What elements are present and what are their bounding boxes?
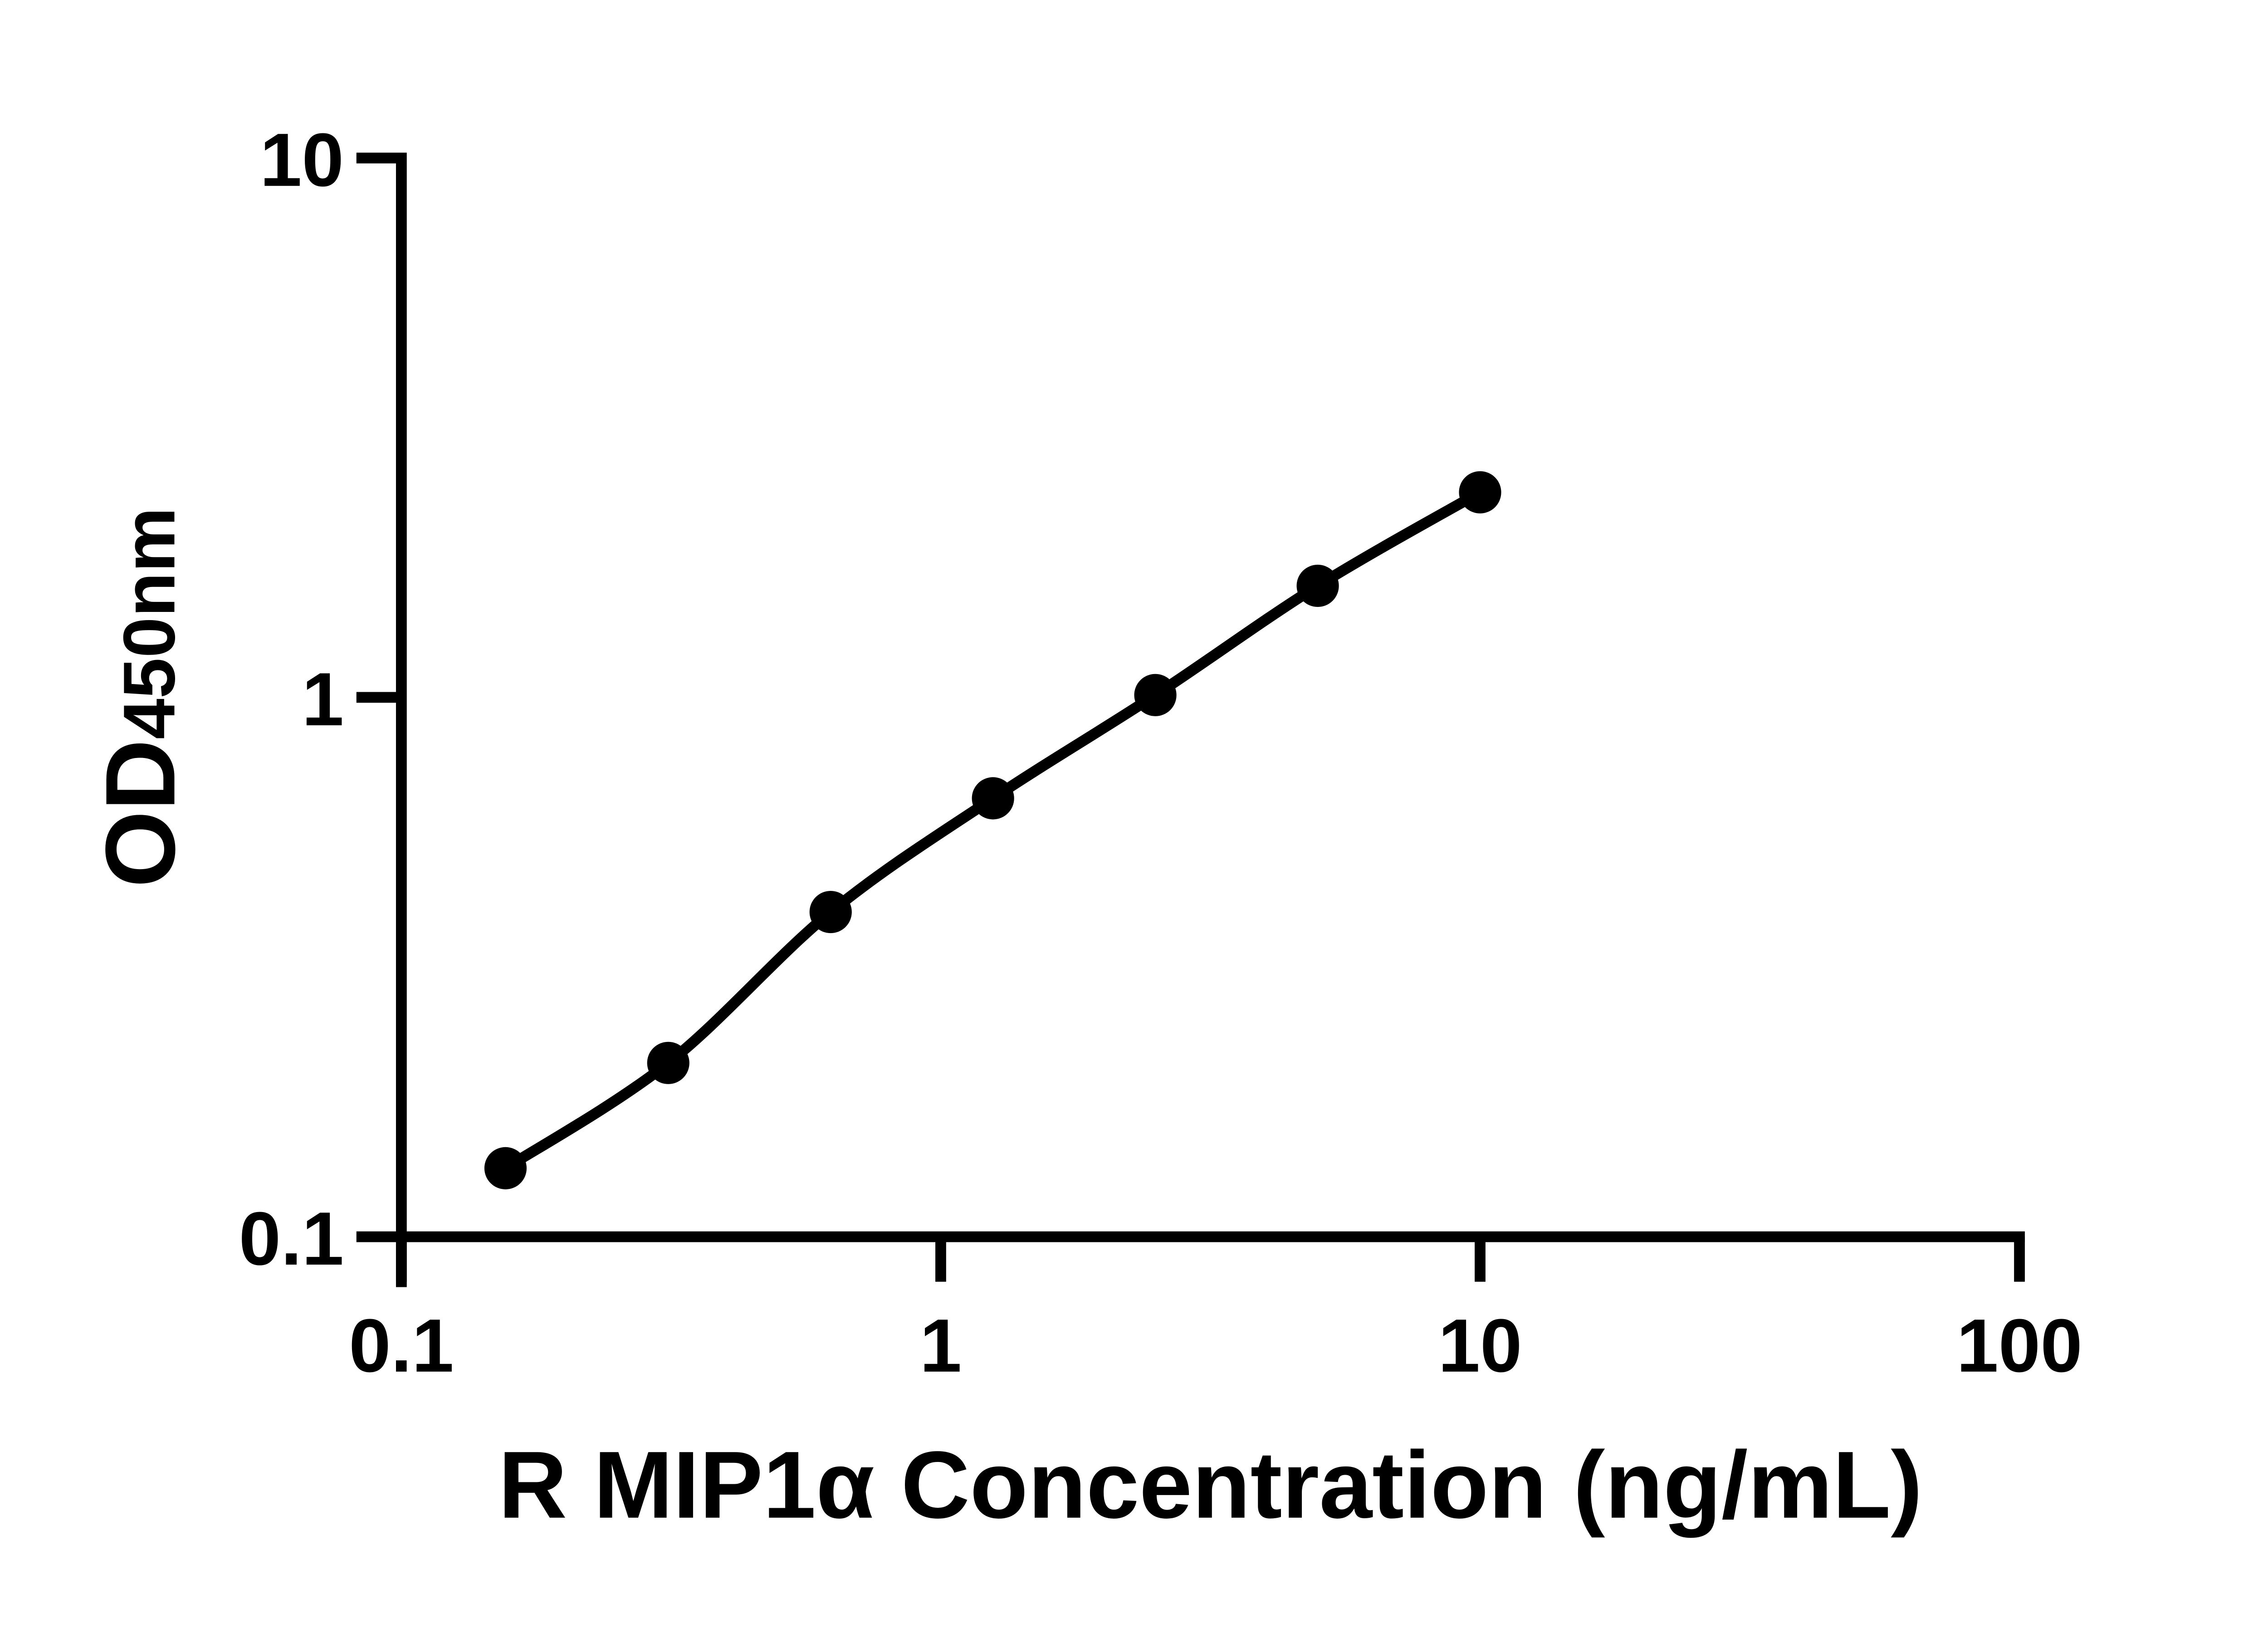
x-tick-label: 1 <box>920 1304 962 1388</box>
data-point-marker <box>1296 564 1339 607</box>
data-point-marker <box>972 777 1014 820</box>
series-group <box>484 471 1501 1189</box>
y-axis-title-main: OD <box>85 739 196 888</box>
x-tick-label: 10 <box>1438 1304 1522 1388</box>
data-point-marker <box>809 890 852 934</box>
data-point-marker <box>484 1147 527 1189</box>
x-axis-title: R MIP1α Concentration (ng/mL) <box>499 1432 1923 1538</box>
data-point-marker <box>647 1041 689 1084</box>
x-tick-label: 0.1 <box>349 1304 454 1388</box>
data-point-marker <box>1459 471 1501 513</box>
y-axis-title: OD450nm <box>85 507 196 888</box>
y-tick-label: 0.1 <box>239 1197 344 1281</box>
x-tick-label: 100 <box>1956 1304 2082 1388</box>
x-axis-ticks: 0.1 1 10 100 <box>349 1237 2082 1388</box>
data-point-marker <box>1134 674 1177 716</box>
y-tick-label: 10 <box>260 118 344 202</box>
y-axis-title-subscript: 450nm <box>108 507 190 739</box>
y-axis-ticks: 0.1 1 10 <box>239 118 401 1281</box>
y-tick-label: 1 <box>302 657 344 742</box>
